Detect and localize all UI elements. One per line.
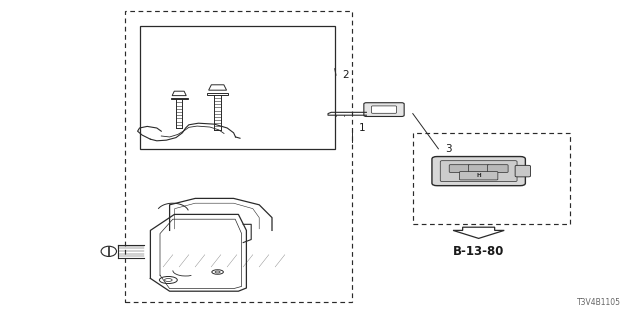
Text: H: H — [476, 173, 481, 178]
Text: 2: 2 — [342, 70, 349, 80]
Text: B-13-80: B-13-80 — [453, 245, 504, 258]
FancyBboxPatch shape — [371, 106, 397, 113]
Text: 1: 1 — [358, 123, 365, 133]
FancyBboxPatch shape — [440, 161, 517, 181]
FancyBboxPatch shape — [449, 165, 470, 172]
Text: T3V4B1105: T3V4B1105 — [577, 298, 621, 307]
FancyBboxPatch shape — [432, 156, 525, 186]
FancyBboxPatch shape — [488, 165, 508, 172]
FancyBboxPatch shape — [515, 165, 531, 177]
FancyBboxPatch shape — [460, 172, 498, 180]
Text: 3: 3 — [445, 144, 451, 154]
FancyBboxPatch shape — [364, 103, 404, 116]
FancyBboxPatch shape — [468, 165, 489, 172]
